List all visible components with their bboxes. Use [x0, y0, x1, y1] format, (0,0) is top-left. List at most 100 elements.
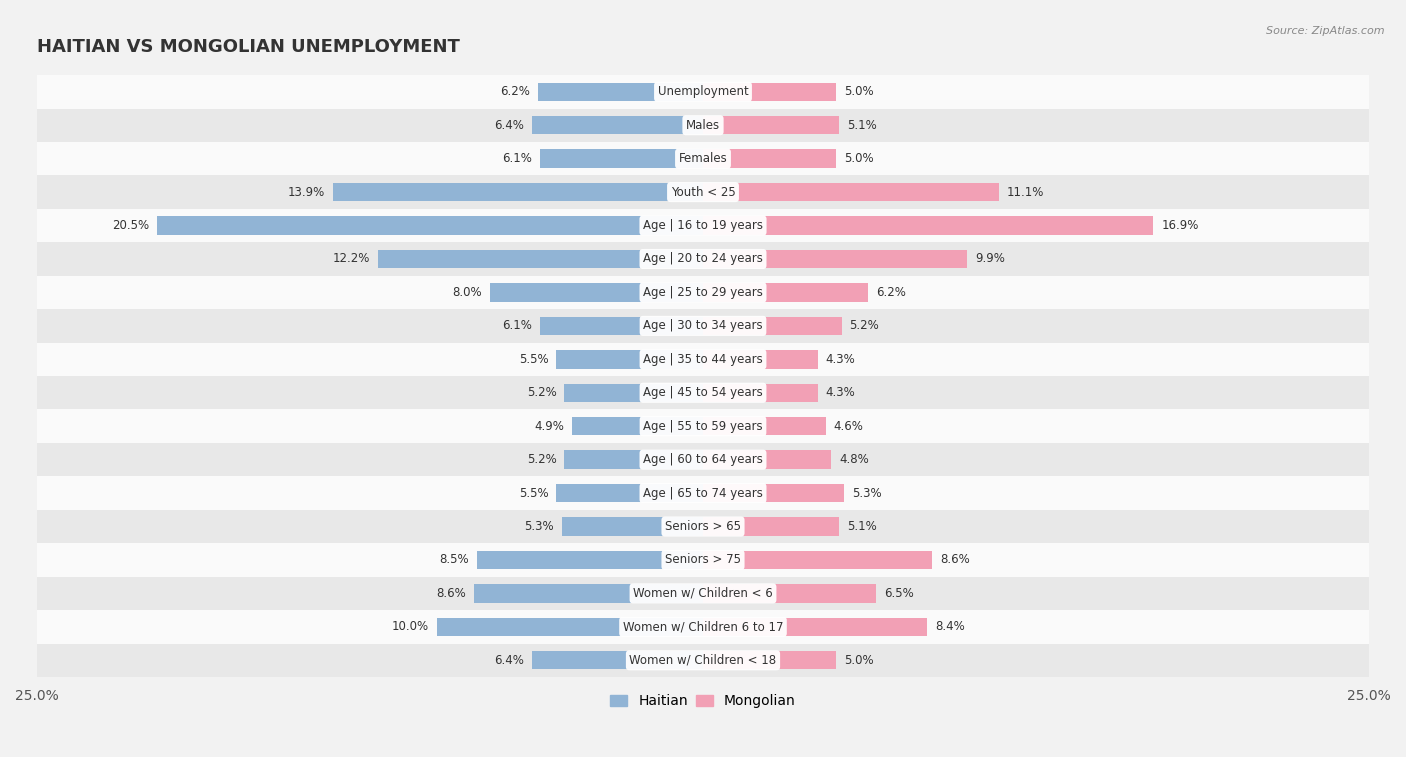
Text: Women w/ Children 6 to 17: Women w/ Children 6 to 17: [623, 620, 783, 634]
Text: 5.0%: 5.0%: [844, 654, 875, 667]
Text: 5.0%: 5.0%: [844, 86, 875, 98]
Bar: [703, 384, 817, 402]
Text: Females: Females: [679, 152, 727, 165]
Bar: [37, 509, 1369, 544]
Text: 5.3%: 5.3%: [852, 487, 882, 500]
Text: 16.9%: 16.9%: [1161, 219, 1199, 232]
Text: 4.3%: 4.3%: [825, 353, 855, 366]
Bar: [703, 283, 868, 301]
Text: 20.5%: 20.5%: [111, 219, 149, 232]
Text: 9.9%: 9.9%: [974, 253, 1005, 266]
Text: 8.0%: 8.0%: [453, 286, 482, 299]
Bar: [37, 643, 1369, 677]
Text: 8.6%: 8.6%: [941, 553, 970, 566]
Bar: [540, 149, 703, 168]
Bar: [378, 250, 703, 268]
Bar: [37, 309, 1369, 343]
Text: Males: Males: [686, 119, 720, 132]
Text: 4.3%: 4.3%: [825, 386, 855, 399]
Bar: [37, 142, 1369, 176]
Text: 8.6%: 8.6%: [436, 587, 465, 600]
Bar: [37, 242, 1369, 276]
Text: Age | 20 to 24 years: Age | 20 to 24 years: [643, 253, 763, 266]
Text: 6.1%: 6.1%: [502, 152, 533, 165]
Text: HAITIAN VS MONGOLIAN UNEMPLOYMENT: HAITIAN VS MONGOLIAN UNEMPLOYMENT: [37, 38, 460, 56]
Bar: [703, 450, 831, 469]
Text: 5.5%: 5.5%: [519, 353, 548, 366]
Bar: [533, 651, 703, 669]
Text: Age | 55 to 59 years: Age | 55 to 59 years: [643, 419, 763, 433]
Bar: [37, 276, 1369, 309]
Text: 5.0%: 5.0%: [844, 152, 875, 165]
Bar: [703, 584, 876, 603]
Text: 4.9%: 4.9%: [534, 419, 564, 433]
Text: 10.0%: 10.0%: [391, 620, 429, 634]
Bar: [37, 75, 1369, 108]
Bar: [157, 217, 703, 235]
Bar: [540, 316, 703, 335]
Bar: [703, 83, 837, 101]
Bar: [703, 651, 837, 669]
Text: 6.1%: 6.1%: [502, 319, 533, 332]
Bar: [703, 183, 998, 201]
Text: 6.2%: 6.2%: [876, 286, 905, 299]
Bar: [37, 544, 1369, 577]
Text: 5.3%: 5.3%: [524, 520, 554, 533]
Bar: [564, 450, 703, 469]
Bar: [37, 610, 1369, 643]
Text: Age | 25 to 29 years: Age | 25 to 29 years: [643, 286, 763, 299]
Bar: [562, 517, 703, 536]
Text: 13.9%: 13.9%: [287, 185, 325, 198]
Bar: [533, 116, 703, 135]
Bar: [572, 417, 703, 435]
Text: 5.2%: 5.2%: [527, 453, 557, 466]
Bar: [37, 108, 1369, 142]
Bar: [703, 149, 837, 168]
Bar: [703, 417, 825, 435]
Text: 5.2%: 5.2%: [849, 319, 879, 332]
Text: 5.1%: 5.1%: [846, 119, 876, 132]
Text: Women w/ Children < 6: Women w/ Children < 6: [633, 587, 773, 600]
Text: 5.2%: 5.2%: [527, 386, 557, 399]
Text: Age | 65 to 74 years: Age | 65 to 74 years: [643, 487, 763, 500]
Bar: [703, 517, 839, 536]
Bar: [333, 183, 703, 201]
Bar: [37, 410, 1369, 443]
Bar: [37, 209, 1369, 242]
Legend: Haitian, Mongolian: Haitian, Mongolian: [605, 689, 801, 714]
Bar: [37, 443, 1369, 476]
Bar: [37, 343, 1369, 376]
Text: 5.5%: 5.5%: [519, 487, 548, 500]
Text: Age | 35 to 44 years: Age | 35 to 44 years: [643, 353, 763, 366]
Text: Source: ZipAtlas.com: Source: ZipAtlas.com: [1267, 26, 1385, 36]
Text: Age | 45 to 54 years: Age | 45 to 54 years: [643, 386, 763, 399]
Text: 6.4%: 6.4%: [495, 119, 524, 132]
Bar: [489, 283, 703, 301]
Text: 6.2%: 6.2%: [501, 86, 530, 98]
Bar: [703, 551, 932, 569]
Bar: [564, 384, 703, 402]
Text: Women w/ Children < 18: Women w/ Children < 18: [630, 654, 776, 667]
Bar: [37, 476, 1369, 509]
Text: 4.6%: 4.6%: [834, 419, 863, 433]
Text: Age | 60 to 64 years: Age | 60 to 64 years: [643, 453, 763, 466]
Text: 5.1%: 5.1%: [846, 520, 876, 533]
Bar: [703, 217, 1153, 235]
Bar: [37, 176, 1369, 209]
Text: Seniors > 65: Seniors > 65: [665, 520, 741, 533]
Text: 12.2%: 12.2%: [333, 253, 370, 266]
Bar: [703, 484, 844, 503]
Text: 11.1%: 11.1%: [1007, 185, 1045, 198]
Bar: [436, 618, 703, 636]
Bar: [477, 551, 703, 569]
Text: 8.4%: 8.4%: [935, 620, 965, 634]
Text: 8.5%: 8.5%: [439, 553, 468, 566]
Bar: [557, 350, 703, 369]
Text: 6.4%: 6.4%: [495, 654, 524, 667]
Text: Age | 16 to 19 years: Age | 16 to 19 years: [643, 219, 763, 232]
Bar: [37, 577, 1369, 610]
Bar: [703, 116, 839, 135]
Bar: [538, 83, 703, 101]
Text: 4.8%: 4.8%: [839, 453, 869, 466]
Text: Unemployment: Unemployment: [658, 86, 748, 98]
